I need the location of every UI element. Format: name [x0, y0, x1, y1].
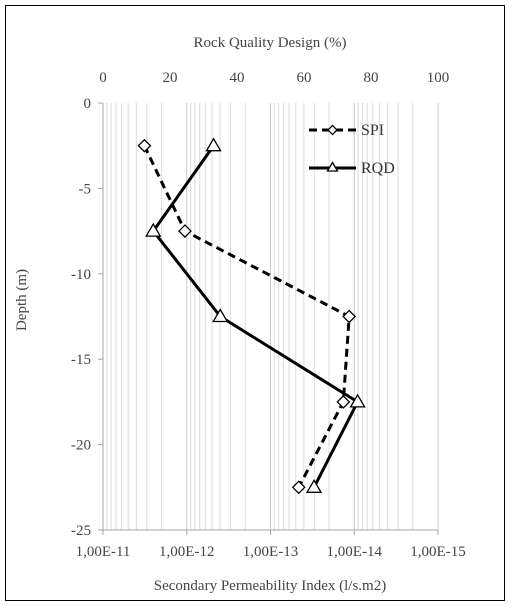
rqd-data-point: [205, 137, 222, 152]
top-axis-title: Rock Quality Design (%): [194, 35, 347, 51]
y-tick-label: -10: [71, 267, 91, 283]
bottom-tick-label: 1,00E-11: [76, 544, 131, 560]
bottom-tick-label: 1,00E-15: [410, 544, 465, 560]
legend: SPI RQD: [309, 122, 395, 177]
rqd-data-point: [145, 222, 162, 237]
y-tick-label: -5: [79, 181, 92, 197]
y-axis-title: Depth (m): [14, 269, 30, 331]
y-tick-label: -25: [71, 523, 91, 539]
top-tick-label: 60: [297, 70, 312, 86]
series: [137, 137, 366, 495]
bottom-tick-label: 1,00E-14: [327, 544, 383, 560]
y-tick-label: -20: [71, 438, 91, 454]
y-tick-label: -15: [71, 352, 91, 368]
rqd-data-point: [305, 479, 323, 493]
legend-spi-marker: [327, 124, 338, 136]
legend-spi-label: SPI: [361, 122, 384, 139]
spi-data-point: [291, 480, 306, 495]
rqd-data-point: [349, 393, 366, 408]
spi-data-point: [336, 394, 351, 409]
bottom-tick-label: 1,00E-13: [243, 544, 298, 560]
chart-frame: [5, 5, 505, 601]
y-tick-label: 0: [84, 96, 92, 112]
bottom-tick-label: 1,00E-12: [159, 544, 214, 560]
legend-rqd-marker: [326, 161, 339, 172]
spi-data-point: [342, 309, 357, 324]
top-tick-label: 20: [163, 70, 178, 86]
series-line-spi: [143, 145, 351, 488]
legend-rqd-label: RQD: [361, 160, 395, 177]
axes: 0 -5 -10 -15 -20 -25 0 20 40 60 80 100 1,00E-11 1,00E…: [71, 70, 466, 560]
rqd-data-point: [212, 308, 229, 323]
top-tick-label: 0: [99, 70, 107, 86]
top-tick-label: 100: [427, 70, 450, 86]
top-tick-label: 80: [364, 70, 379, 86]
bottom-axis-title: Secondary Permeability Index (l/s.m2): [154, 578, 386, 594]
top-tick-label: 40: [230, 70, 245, 86]
spi-data-point: [178, 224, 192, 239]
spi-data-point: [137, 138, 152, 153]
